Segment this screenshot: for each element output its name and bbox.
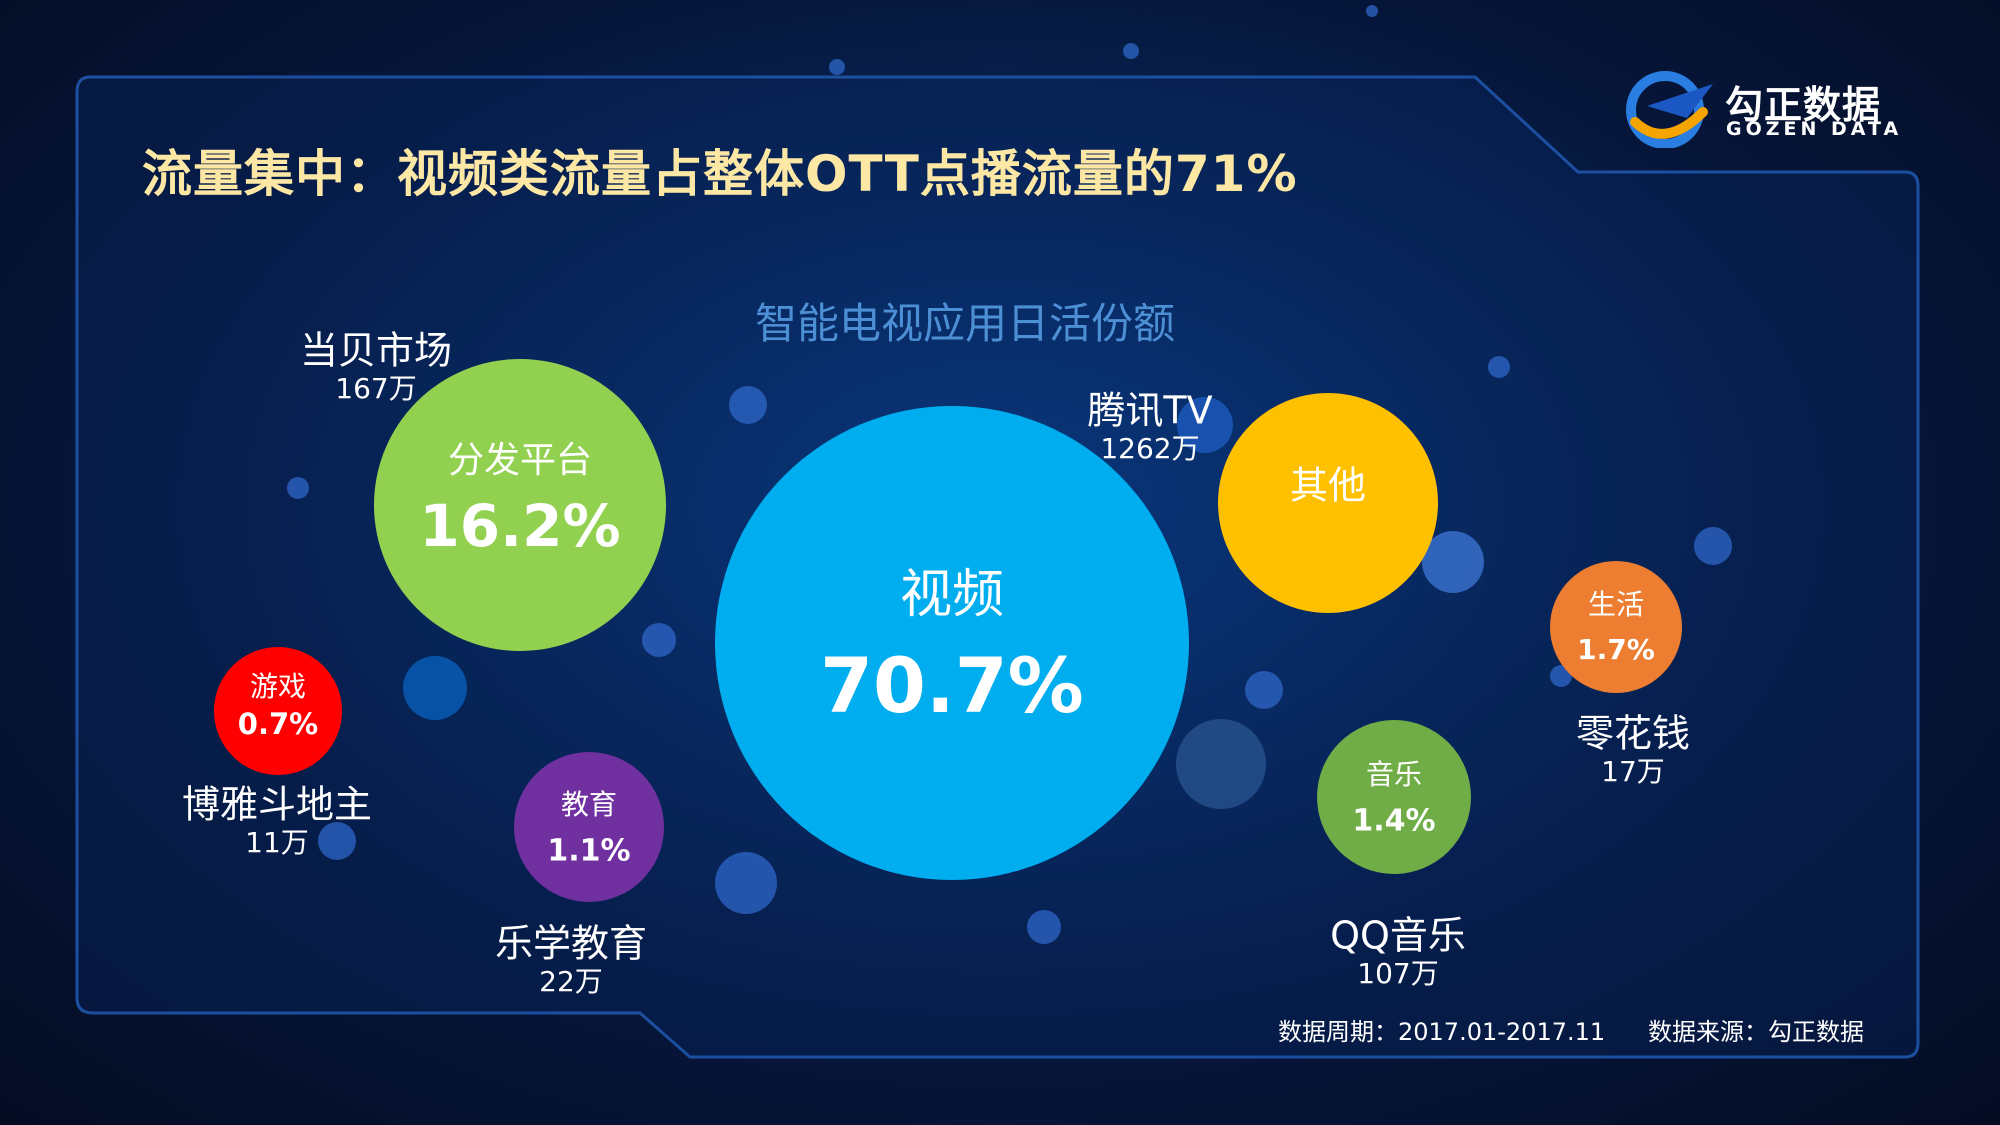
bubble-2 [1218, 393, 1438, 613]
chart-title: 智能电视应用日活份额 [754, 299, 1175, 348]
bubble-5 [514, 752, 664, 902]
bubble-6 [214, 647, 342, 775]
top-app-dau-label: 1262万 [1100, 432, 1199, 465]
bubble-category-label: 生活 [1588, 588, 1644, 621]
bubble-3 [1550, 561, 1682, 693]
bubble-category-label: 其他 [1290, 464, 1366, 508]
top-app-label: 腾讯TV [1087, 389, 1212, 433]
top-app-label: 乐学教育 [495, 922, 647, 966]
page-title: 流量集中：视频类流量占整体OTT点播流量的71% [142, 145, 1298, 203]
logo-text-en: GOZEN DATA [1726, 118, 1903, 140]
bubble-category-label: 音乐 [1366, 758, 1422, 791]
bubble-value-label: 16.2% [419, 492, 620, 560]
logo-text-cn: 勾正数据 [1725, 83, 1882, 127]
decorative-dots [287, 5, 1732, 944]
top-app-dau-label: 167万 [335, 372, 416, 405]
bubble-value-label: 0.7% [238, 707, 318, 741]
bubble-value-label: 1.7% [1577, 633, 1655, 666]
bubble-category-label: 分发平台 [448, 440, 592, 481]
bubble-4 [1317, 720, 1471, 874]
bubble-category-label: 游戏 [250, 670, 306, 703]
data-source: 数据来源：勾正数据 [1648, 1018, 1864, 1046]
top-app-dau-label: 17万 [1601, 755, 1665, 788]
top-app-label: 零花钱 [1576, 712, 1690, 756]
top-app-label: 当贝市场 [300, 329, 452, 373]
bubble-1 [374, 359, 666, 651]
top-app-dau-label: 22万 [539, 965, 603, 998]
bubble-category-label: 视频 [900, 565, 1004, 625]
brand-logo: 勾正数据 GOZEN DATA [1625, 70, 1915, 150]
top-app-dau-label: 107万 [1357, 957, 1438, 990]
bubble-category-label: 教育 [561, 788, 617, 821]
bubble-0 [715, 406, 1189, 880]
bubble-value-label: 70.7% [820, 641, 1084, 730]
top-app-label: 博雅斗地主 [182, 783, 372, 827]
bubble-value-label: 1.1% [547, 834, 630, 869]
top-app-dau-label: 11万 [245, 826, 309, 859]
data-period: 数据周期：2017.01-2017.11 [1278, 1018, 1606, 1046]
top-app-label: QQ音乐 [1330, 914, 1466, 958]
gozen-logo-icon [1626, 71, 1713, 149]
bubble-value-label: 1.4% [1352, 804, 1435, 839]
